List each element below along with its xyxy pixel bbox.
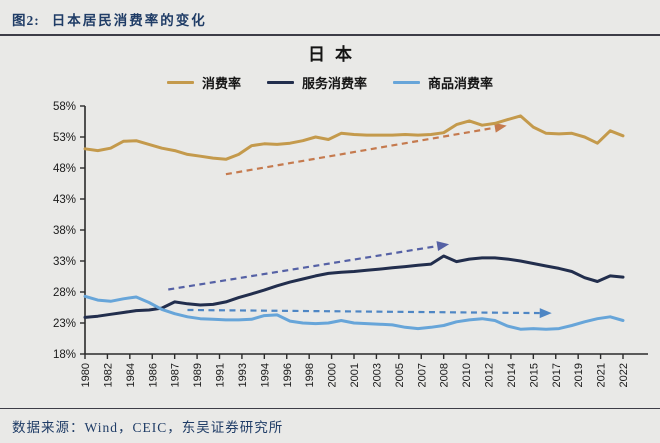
x-axis-tick-label: 1998 [304, 363, 316, 387]
legend-swatch-service-consumption-rate [266, 80, 294, 84]
y-axis-tick-label: 33% [53, 256, 76, 268]
series-line-goods-consumption-rate [83, 294, 625, 331]
chart-area: 日本 消费率 服务消费率 商品消费率 18% 23% 28% 33% 38% 43% 48% 53… [0, 43, 660, 408]
x-axis-tick-label: 1991 [215, 363, 227, 387]
legend-item-service-consumption-rate: 服务消费率 [266, 73, 367, 92]
legend-label-service-consumption-rate: 服务消费率 [301, 75, 367, 91]
x-axis-tick-label: 2012 [484, 363, 496, 387]
chart-title: 日本 [308, 45, 362, 64]
consumption-trend-arrow [225, 126, 496, 176]
x-axis-tick-label: 2021 [596, 363, 608, 387]
header-divider [0, 34, 660, 36]
chart-legend: 消费率 服务消费率 商品消费率 [0, 72, 660, 92]
consumption-trend-arrow-head [494, 122, 507, 133]
x-axis-tick-label: 2008 [439, 363, 451, 387]
chart-svg: 18% 23% 28% 33% 38% 43% 48% 53% 58% 1980 1982 1984 1… [53, 101, 648, 387]
series-line-consumption-rate [83, 114, 625, 161]
x-axis-tick-label: 2015 [528, 363, 540, 387]
y-axis-tick-label: 28% [53, 287, 76, 299]
x-axis-tick-label: 2014 [506, 363, 518, 387]
x-axis-tick-label: 2007 [416, 363, 428, 387]
service-trend-arrow-head [436, 241, 450, 252]
legend-label-consumption-rate: 消费率 [201, 75, 241, 91]
x-axis-tick-label: 1982 [102, 363, 114, 387]
y-axis-tick-label: 58% [53, 101, 76, 113]
x-axis-tick-label: 1994 [259, 363, 271, 387]
y-axis-tick-label: 23% [53, 318, 76, 330]
y-axis-tick-label: 53% [53, 132, 76, 144]
y-axis-tick-label: 43% [53, 194, 76, 206]
y-axis-tick-label: 38% [53, 225, 76, 237]
series-line-service-consumption-rate [83, 254, 625, 319]
legend-item-goods-consumption-rate: 商品消费率 [393, 73, 493, 92]
footer-divider [0, 408, 660, 409]
x-axis-tick-label: 1996 [282, 363, 294, 387]
goods-trend-arrow [187, 308, 540, 315]
legend-swatch-goods-consumption-rate [393, 80, 420, 84]
service-trend-arrow [168, 245, 438, 291]
x-axis-tick-label: 1984 [125, 363, 137, 387]
x-axis-tick-label: 1989 [192, 363, 204, 387]
x-axis-tick-label: 2017 [551, 363, 563, 387]
figure-label: 图2: [12, 13, 40, 28]
x-axis-tick-label: 2003 [371, 363, 383, 387]
x-axis-tick-label: 2001 [349, 363, 361, 387]
y-axis-tick-label: 48% [53, 163, 76, 175]
x-axis-tick-label: 2019 [573, 363, 585, 387]
x-axis-tick-label: 1980 [80, 363, 92, 387]
x-axis-tick-label: 2000 [327, 363, 339, 387]
legend-item-consumption-rate: 消费率 [166, 73, 241, 92]
x-axis-tick-label: 2022 [618, 363, 630, 387]
x-axis-tick-label: 1986 [147, 363, 159, 387]
x-axis-tick-label: 1993 [237, 363, 249, 387]
x-axis-tick-label: 2010 [461, 363, 473, 387]
legend-label-goods-consumption-rate: 商品消费率 [428, 75, 494, 91]
figure-source: 数据来源：Wind，CEIC，东吴证券研究所 [12, 420, 284, 435]
legend-swatch-consumption-rate [166, 80, 194, 84]
goods-trend-arrow-head [539, 308, 552, 319]
figure-title: 日本居民消费率的变化 [51, 13, 207, 28]
figure-header: 图2: 日本居民消费率的变化 [0, 0, 660, 34]
y-axis-tick-label: 18% [53, 349, 76, 361]
x-axis-tick-label: 2005 [394, 363, 406, 387]
x-axis-tick-label: 1987 [170, 363, 182, 387]
